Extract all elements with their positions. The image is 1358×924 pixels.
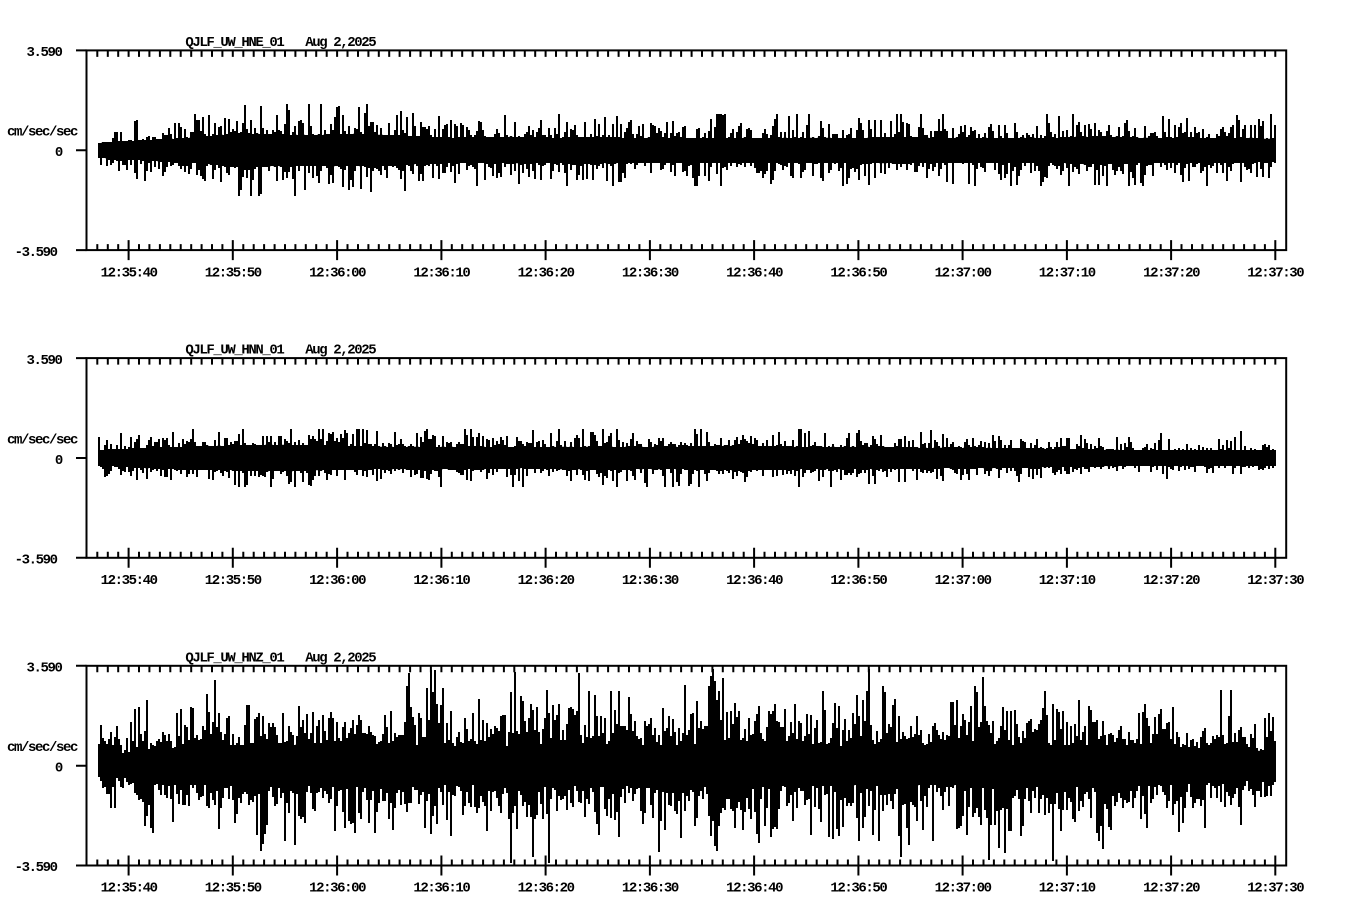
svg-text:12:35:50: 12:35:50 [205,573,262,589]
svg-text:-3.590: -3.590 [15,553,58,569]
svg-text:12:36:10: 12:36:10 [413,573,470,589]
svg-text:3.590: 3.590 [27,353,63,369]
svg-text:12:36:40: 12:36:40 [726,573,783,589]
svg-text:12:37:10: 12:37:10 [1039,573,1096,589]
svg-text:12:36:30: 12:36:30 [622,265,679,281]
svg-text:12:35:40: 12:35:40 [101,265,158,281]
svg-text:12:36:50: 12:36:50 [830,881,887,897]
svg-text:12:36:00: 12:36:00 [309,573,366,589]
svg-text:-3.590: -3.590 [15,860,58,876]
svg-text:12:35:50: 12:35:50 [205,881,262,897]
svg-text:Aug 2,2025: Aug 2,2025 [305,650,376,666]
svg-text:12:36:20: 12:36:20 [518,881,575,897]
svg-text:12:36:20: 12:36:20 [518,573,575,589]
svg-text:12:37:00: 12:37:00 [935,573,992,589]
svg-text:Aug 2,2025: Aug 2,2025 [305,35,376,51]
svg-text:12:36:30: 12:36:30 [622,573,679,589]
svg-text:12:36:30: 12:36:30 [622,881,679,897]
svg-text:12:37:30: 12:37:30 [1247,881,1304,897]
svg-text:QJLF_UW_HNE_01: QJLF_UW_HNE_01 [185,35,284,51]
svg-text:12:36:00: 12:36:00 [309,881,366,897]
svg-text:12:37:00: 12:37:00 [935,881,992,897]
svg-text:cm/sec/sec: cm/sec/sec [7,125,78,141]
svg-text:12:36:40: 12:36:40 [726,881,783,897]
svg-text:-3.590: -3.590 [15,245,58,261]
svg-text:Aug 2,2025: Aug 2,2025 [305,343,376,359]
svg-text:12:37:30: 12:37:30 [1247,265,1304,281]
svg-text:3.590: 3.590 [27,45,63,61]
svg-text:0: 0 [55,761,63,777]
svg-text:3.590: 3.590 [27,661,63,677]
svg-text:12:35:40: 12:35:40 [101,573,158,589]
svg-text:12:37:10: 12:37:10 [1039,265,1096,281]
svg-text:12:37:30: 12:37:30 [1247,573,1304,589]
svg-text:12:37:10: 12:37:10 [1039,881,1096,897]
svg-text:0: 0 [55,453,63,469]
svg-text:12:37:00: 12:37:00 [935,265,992,281]
svg-text:12:35:50: 12:35:50 [205,265,262,281]
svg-text:12:36:10: 12:36:10 [413,881,470,897]
svg-text:12:36:50: 12:36:50 [830,573,887,589]
svg-text:12:37:20: 12:37:20 [1143,265,1200,281]
svg-text:12:36:50: 12:36:50 [830,265,887,281]
svg-text:cm/sec/sec: cm/sec/sec [7,740,78,756]
svg-text:12:36:40: 12:36:40 [726,265,783,281]
svg-text:0: 0 [55,145,63,161]
svg-text:12:35:40: 12:35:40 [101,881,158,897]
svg-text:12:37:20: 12:37:20 [1143,573,1200,589]
svg-text:QJLF_UW_HNN_01: QJLF_UW_HNN_01 [185,343,284,359]
svg-text:12:36:20: 12:36:20 [518,265,575,281]
svg-text:12:36:00: 12:36:00 [309,265,366,281]
svg-text:cm/sec/sec: cm/sec/sec [7,432,78,448]
svg-text:QJLF_UW_HNZ_01: QJLF_UW_HNZ_01 [185,650,284,666]
svg-text:12:36:10: 12:36:10 [413,265,470,281]
svg-text:12:37:20: 12:37:20 [1143,881,1200,897]
